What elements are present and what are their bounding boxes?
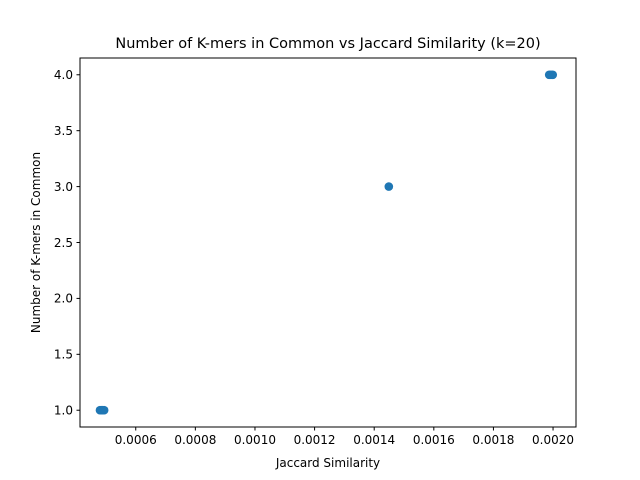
data-point xyxy=(548,70,558,80)
y-tick-label: 3.5 xyxy=(54,124,73,138)
y-tick-label: 4.0 xyxy=(54,68,73,82)
x-axis-ticks: 0.0006 0.0008 0.0010 0.0012 0.0014 0.0016 0.00… xyxy=(115,427,574,447)
y-tick-label: 2.0 xyxy=(54,292,73,306)
y-tick-label: 2.5 xyxy=(54,236,73,250)
y-tick-label: 3.0 xyxy=(54,180,73,194)
y-axis-ticks: 1.0 1.5 2.0 2.5 3.0 3.5 4.0 xyxy=(54,68,80,418)
y-tick-label: 1.0 xyxy=(54,404,73,418)
x-axis-label: Jaccard Similarity xyxy=(275,456,380,470)
x-tick-label: 0.0008 xyxy=(174,433,216,447)
x-tick-label: 0.0020 xyxy=(532,433,574,447)
x-tick-label: 0.0016 xyxy=(413,433,455,447)
y-tick-label: 1.5 xyxy=(54,348,73,362)
x-tick-label: 0.0012 xyxy=(294,433,336,447)
plot-area-frame xyxy=(79,57,577,428)
y-axis-label: Number of K-mers in Common xyxy=(29,152,43,333)
x-tick-label: 0.0018 xyxy=(472,433,514,447)
x-tick-label: 0.0010 xyxy=(234,433,276,447)
chart-title: Number of K-mers in Common vs Jaccard Si… xyxy=(115,36,540,52)
data-point xyxy=(99,405,109,415)
x-tick-label: 0.0006 xyxy=(115,433,157,447)
data-points xyxy=(95,70,558,415)
x-tick-label: 0.0014 xyxy=(353,433,395,447)
data-point xyxy=(384,182,394,191)
